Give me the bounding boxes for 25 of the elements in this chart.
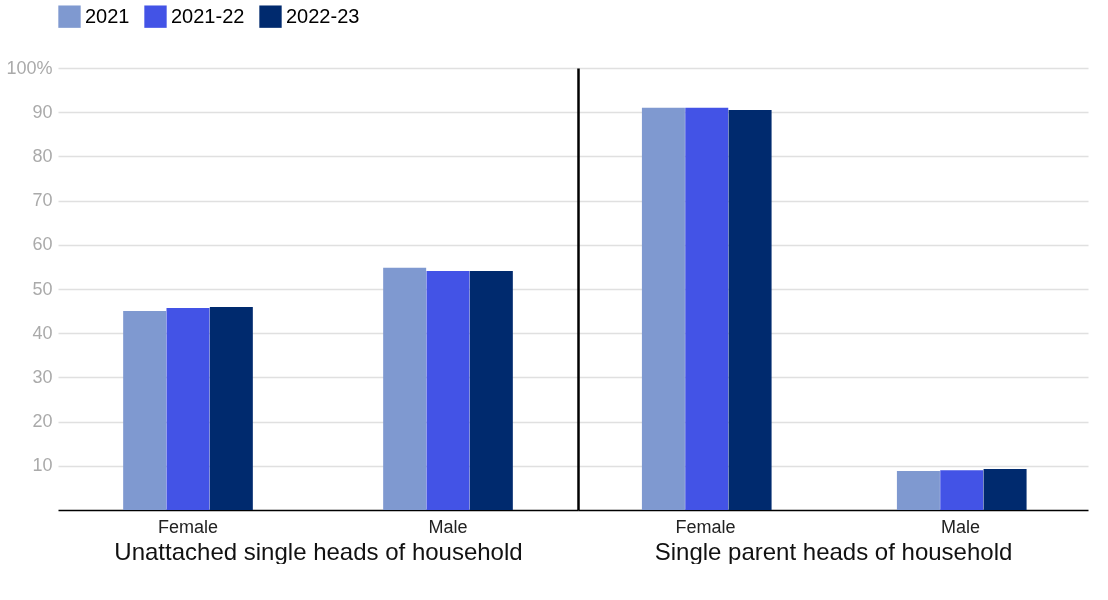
x-tick-label: Male [940, 516, 981, 537]
bar [728, 109, 772, 510]
x-axis-title: Single parent heads of household [654, 537, 1013, 565]
y-tick-label: 20 [32, 411, 53, 432]
legend-label: 2021 [85, 4, 130, 27]
y-tick-label: 50 [32, 278, 53, 299]
legend-label: 2022-23 [286, 4, 360, 27]
x-tick-label: Female [157, 516, 219, 537]
y-tick-label: 100% [6, 57, 53, 78]
y-tick-label: 10 [32, 455, 53, 476]
x-tick-label: Female [675, 516, 736, 537]
legend-label: 2021-22 [171, 4, 245, 27]
x-tick-label: Male [428, 516, 468, 537]
bar [896, 471, 940, 510]
y-tick-label: 80 [32, 145, 53, 166]
bar [983, 468, 1027, 510]
y-tick-label: 90 [32, 101, 53, 122]
bar [685, 107, 729, 510]
bar [940, 470, 984, 510]
y-tick-label: 40 [32, 322, 53, 343]
y-tick-label: 70 [32, 190, 53, 211]
x-axis-title: Unattached single heads of household [114, 537, 523, 565]
y-tick-label: 30 [32, 366, 53, 387]
bar [641, 107, 685, 510]
y-tick-label: 60 [32, 234, 53, 255]
